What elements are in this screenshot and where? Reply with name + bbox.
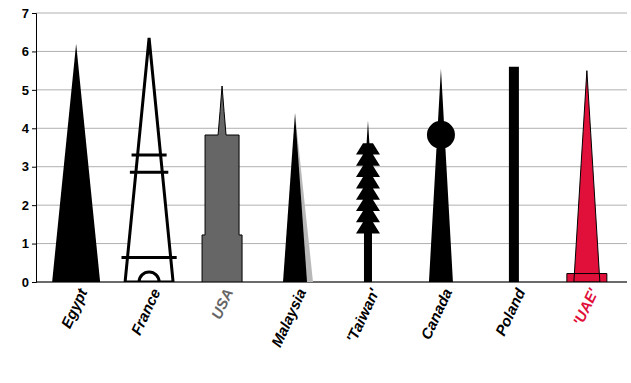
tower bbox=[121, 38, 176, 282]
x-axis: Egypt France USA Malaysia 'Taiwan' Canada Pola… bbox=[57, 285, 601, 350]
tower bbox=[509, 67, 519, 282]
marks bbox=[52, 38, 607, 282]
y-tick: 5 bbox=[22, 83, 36, 98]
grid-line bbox=[36, 89, 627, 90]
y-tick-label: 3 bbox=[22, 159, 29, 174]
y-tick: 6 bbox=[22, 44, 36, 59]
tower bbox=[356, 121, 380, 282]
x-tick-label: Egypt bbox=[57, 285, 90, 331]
y-axis-line bbox=[32, 14, 37, 283]
tower bbox=[52, 44, 100, 282]
tower bbox=[427, 69, 455, 282]
y-tick-label: 7 bbox=[22, 6, 29, 21]
chart: 0 1 2 3 4 5 6 7 Egypt France USA Malaysia 'Taiwan' Ca… bbox=[0, 0, 631, 383]
y-tick-mark bbox=[32, 51, 36, 52]
x-tick-label: USA bbox=[208, 286, 237, 322]
tower bbox=[567, 71, 607, 282]
x-tick-label: Malaysia bbox=[267, 286, 309, 350]
x-tick-label: France bbox=[127, 286, 163, 338]
x-tick-label: 'Taiwan' bbox=[343, 285, 383, 345]
y-tick-mark bbox=[32, 205, 36, 206]
y-tick-mark bbox=[32, 13, 36, 14]
y-tick-label: 5 bbox=[22, 83, 29, 98]
plot: 0 1 2 3 4 5 6 7 Egypt France USA Malaysia 'Taiwan' Ca… bbox=[22, 6, 627, 350]
y-tick-mark bbox=[32, 244, 36, 245]
grid-line bbox=[36, 205, 627, 206]
y-tick: 7 bbox=[22, 6, 36, 21]
y-tick-label: 0 bbox=[22, 275, 29, 290]
grid-line bbox=[36, 166, 627, 167]
grid-line bbox=[36, 243, 627, 244]
y-tick-label: 4 bbox=[22, 121, 30, 136]
y-tick: 2 bbox=[22, 198, 36, 213]
grid-line bbox=[36, 51, 627, 52]
y-tick: 3 bbox=[22, 159, 36, 174]
y-tick-label: 6 bbox=[22, 44, 29, 59]
y-tick-label: 1 bbox=[22, 236, 29, 251]
grid bbox=[36, 13, 627, 282]
y-tick-mark bbox=[32, 282, 36, 283]
grid-line bbox=[36, 128, 627, 129]
y-tick-label: 2 bbox=[22, 198, 29, 213]
grid-line bbox=[36, 13, 627, 14]
x-tick-label: Canada bbox=[417, 286, 455, 342]
tower bbox=[202, 86, 242, 282]
y-tick: 0 bbox=[22, 275, 36, 290]
y-tick: 1 bbox=[22, 236, 36, 251]
y-tick-mark bbox=[32, 128, 36, 129]
y-axis: 0 1 2 3 4 5 6 7 bbox=[22, 6, 37, 290]
x-tick-label: Poland bbox=[492, 285, 529, 338]
y-tick-mark bbox=[32, 90, 36, 91]
y-tick: 4 bbox=[22, 121, 36, 136]
x-tick-label: 'UAE' bbox=[569, 285, 601, 328]
tower bbox=[283, 113, 307, 282]
y-tick-mark bbox=[32, 167, 36, 168]
